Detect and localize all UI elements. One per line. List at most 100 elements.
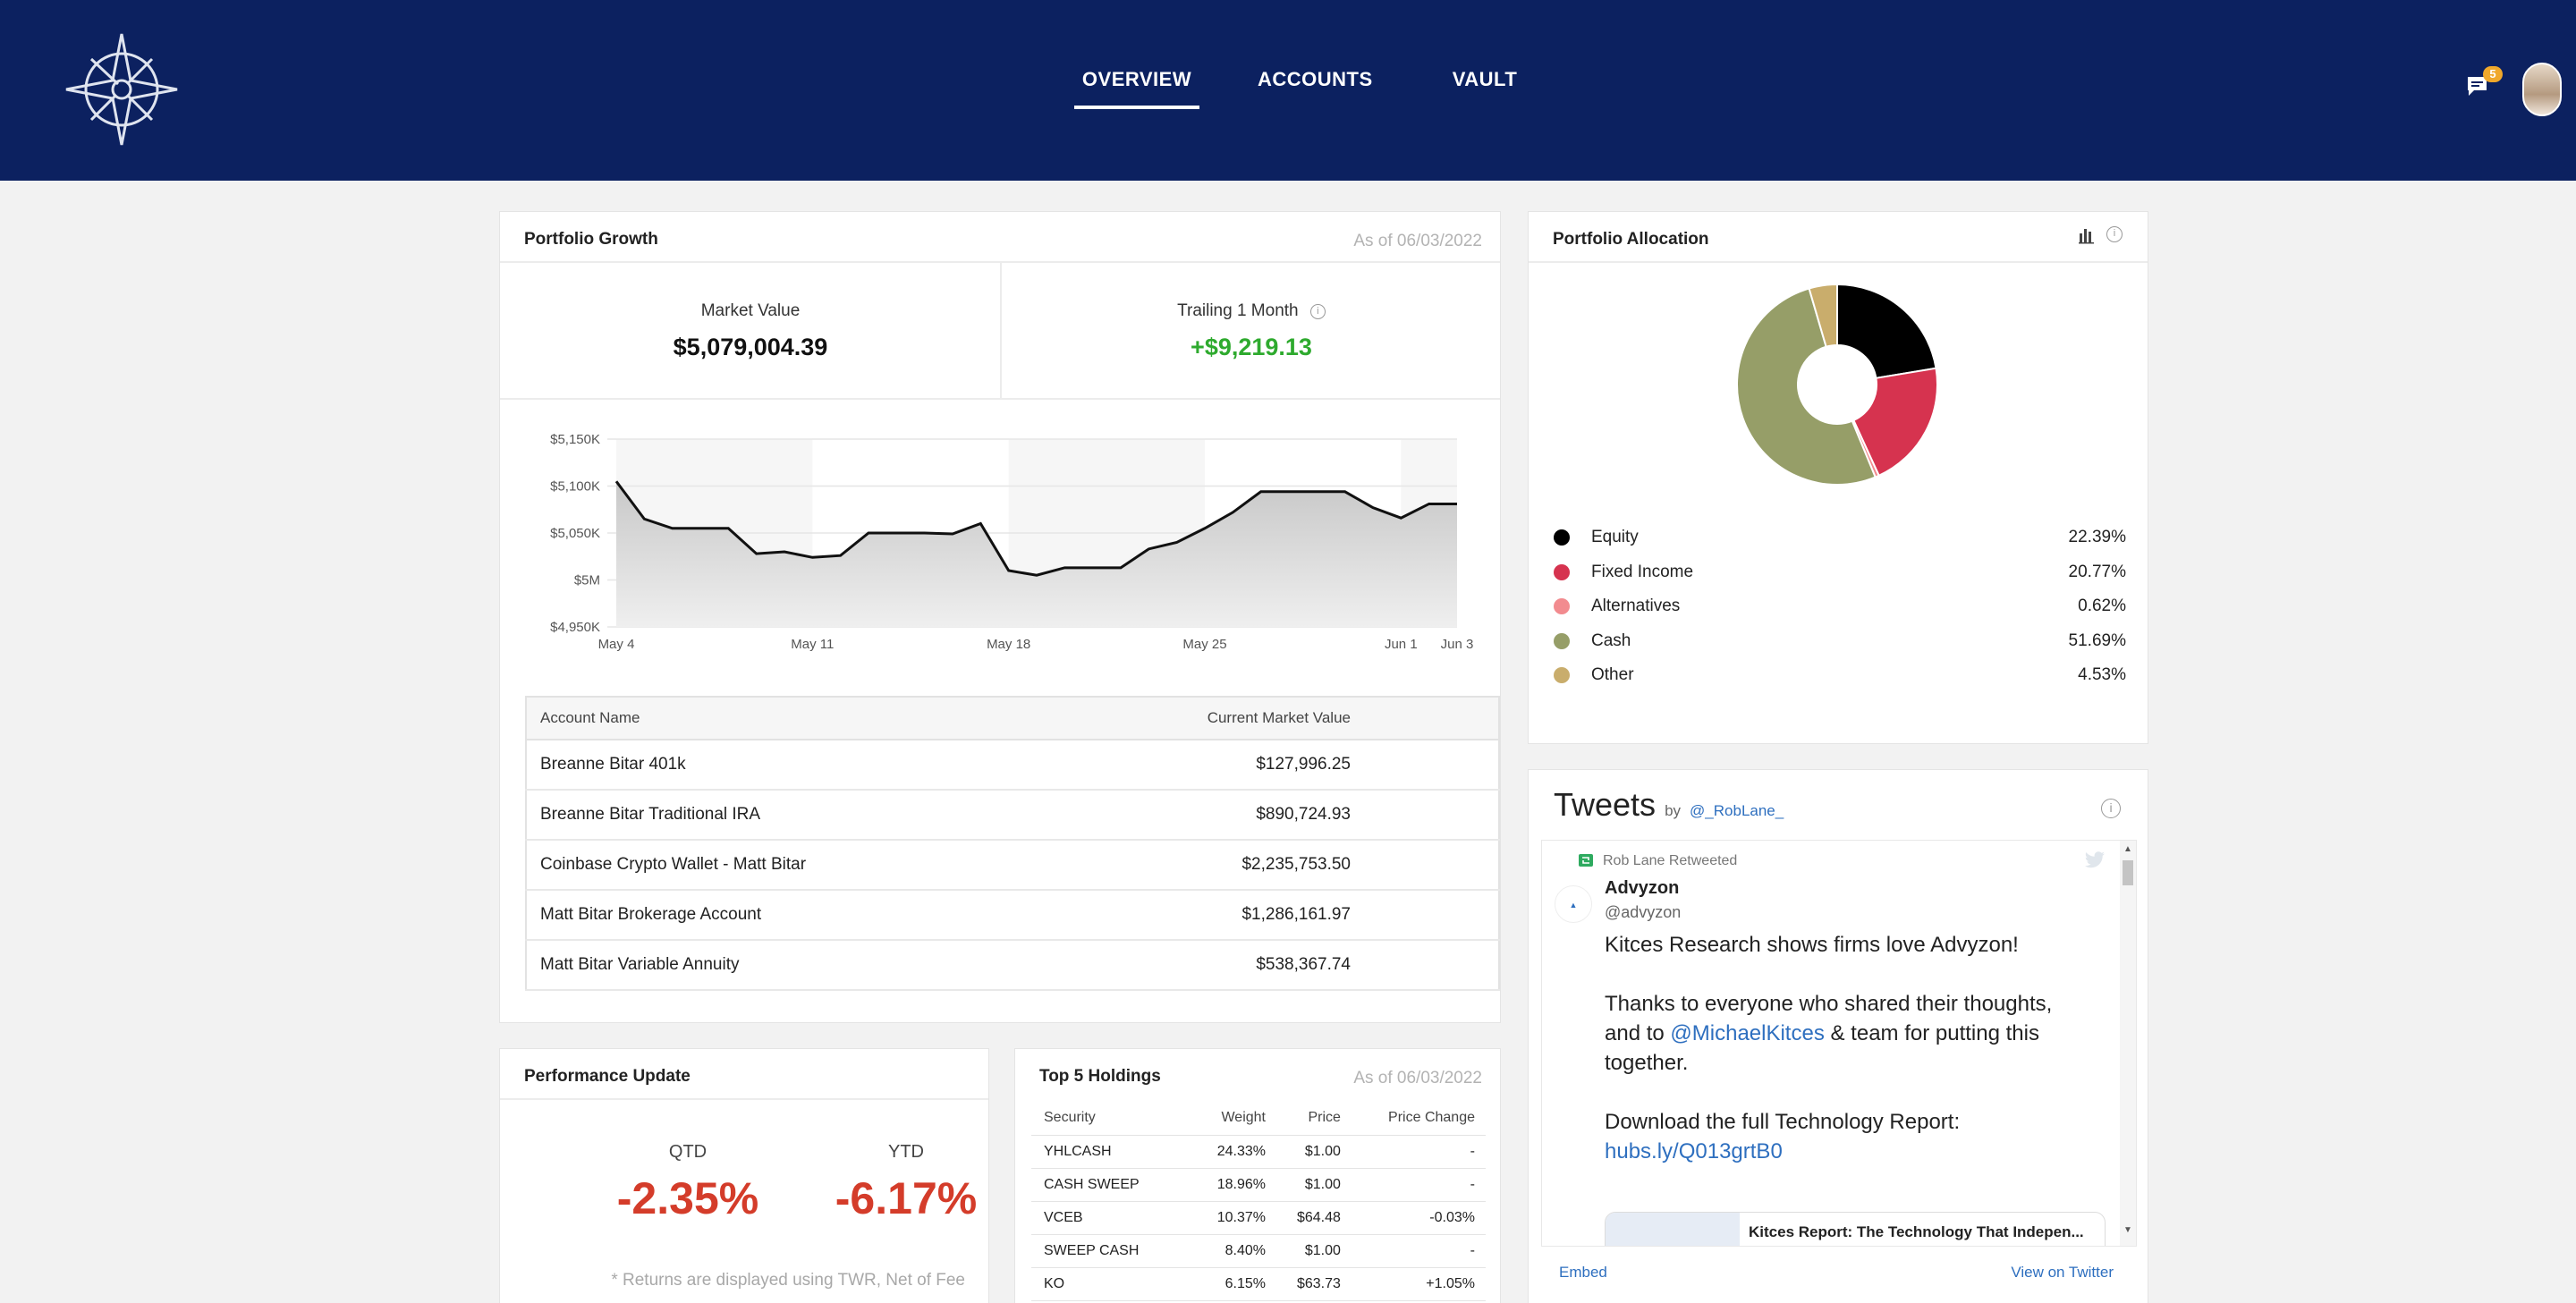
info-icon[interactable]: i [2101,799,2121,818]
donut-slice-equity[interactable] [1836,283,1937,379]
donut-slice-fixed-income[interactable] [1852,367,1938,478]
qtd-value: -2.35% [616,1173,759,1223]
y-tick-label: $5,050K [550,526,600,541]
legend-percent: 4.53% [2078,665,2126,684]
legend-percent: 22.39% [2068,528,2126,546]
donut-slice-cash[interactable] [1736,287,1877,486]
tweets-title-text: Tweets [1554,786,1657,823]
twitter-bird-icon[interactable] [2084,851,2106,869]
account-name[interactable]: Matt Bitar Brokerage Account [526,890,1003,941]
holding-price: $1.00 [1276,1168,1352,1202]
x-tick-label: May 11 [791,637,834,652]
nav-tab-vault[interactable]: VAULT [1452,68,1518,90]
x-tick-label: May 25 [1182,637,1226,652]
info-icon[interactable]: i [1309,304,1326,319]
col-account-name[interactable]: Account Name [526,697,1003,740]
as-of-date: As of 06/03/2022 [1353,232,1482,250]
mention-link[interactable]: @MichaelKitces [1670,1021,1825,1045]
tweet-url-link[interactable]: hubs.ly/Q013grtB0 [1605,1139,1783,1163]
returns-footnote: * Returns are displayed using TWR, Net o… [611,1271,965,1290]
table-row[interactable]: CASH SWEEP 18.96% $1.00- [1031,1168,1486,1202]
market-value-label: Market Value [700,301,801,320]
chat-icon[interactable] [2465,73,2492,100]
table-row[interactable]: Matt Bitar Variable Annuity $538,367.74 [526,940,1499,991]
bar-chart-icon[interactable] [2078,226,2096,244]
col-security[interactable]: Security [1031,1101,1195,1136]
tweet-feed[interactable]: Rob Lane Retweeted ▲ Advyzon @advyzon Ki… [1541,840,2137,1247]
info-icon[interactable]: i [2106,226,2123,242]
trailing-value: +$9,219.13 [1191,334,1312,360]
growth-area [616,481,1457,627]
x-tick-label: May 18 [987,637,1030,652]
legend-item-cash[interactable]: Cash 51.69% [1554,630,2126,652]
account-name[interactable]: Breanne Bitar Traditional IRA [526,790,1003,841]
legend-dot [1554,563,1570,580]
table-row[interactable]: Breanne Bitar 401k $127,996.25 [526,740,1499,791]
legend-label: Equity [1591,528,1639,546]
col-price[interactable]: Price [1276,1101,1352,1136]
legend-item-equity[interactable]: Equity 22.39% [1554,527,2126,548]
tweet-text: & team for putting this [1824,1021,2039,1045]
account-name[interactable]: Breanne Bitar 401k [526,740,1003,791]
holding-price: $1.00 [1276,1135,1352,1169]
holding-security: YHLCASH [1031,1135,1195,1169]
table-row[interactable]: YHLCASH 24.33% $1.00- [1031,1135,1486,1169]
table-row[interactable]: KO 6.15% $63.73 +1.05% [1031,1267,1486,1301]
col-current-market-value[interactable]: Current Market Value [1002,697,1499,740]
portfolio-allocation-card: Portfolio Allocation i Equity 22.39% Fixed… [1528,211,2148,744]
retweet-icon [1579,854,1593,867]
notification-badge[interactable]: 5 [2483,66,2503,82]
table-row[interactable]: Breanne Bitar Traditional IRA $890,724.93 [526,790,1499,841]
holding-price: $1.00 [1276,1234,1352,1268]
legend-item-fixed-income[interactable]: Fixed Income 20.77% [1554,562,2126,583]
holding-security: VCEB [1031,1201,1195,1235]
legend-percent: 20.77% [2068,562,2126,581]
x-tick-label: May 4 [598,637,635,652]
holding-weight: 24.33% [1194,1135,1276,1169]
account-market-value: $127,996.25 [1002,740,1499,791]
user-avatar[interactable] [2522,63,2562,116]
tweet-line: Download the full Technology Report: [1605,1110,1961,1134]
tweets-handle-link[interactable]: @_RobLane_ [1690,802,1784,819]
embed-link[interactable]: Embed [1559,1264,1607,1281]
table-row[interactable]: SWEEP CASH 8.40% $1.00- [1031,1234,1486,1268]
compass-logo-icon[interactable] [64,32,179,147]
legend-dot [1554,598,1570,614]
account-market-value: $1,286,161.97 [1002,890,1499,941]
portfolio-growth-chart: $4,950K $5M $5,050K $5,100K $5,150K May 4 May … [550,434,1474,652]
advyzon-avatar[interactable]: ▲ [1555,885,1592,923]
tweets-card: Tweets by @_RobLane_ i Rob Lane Retweete… [1528,769,2148,1303]
trailing-label: Trailing 1 Month i [1001,301,1502,321]
top-holdings-card: Top 5 Holdings As of 06/03/2022 Security… [1014,1048,1501,1303]
view-on-twitter-link[interactable]: View on Twitter [2011,1264,2114,1281]
col-price-change[interactable]: Price Change [1351,1101,1486,1136]
legend-item-other[interactable]: Other 4.53% [1554,664,2126,686]
legend-item-alternatives[interactable]: Alternatives 0.62% [1554,596,2126,617]
trailing-label-text: Trailing 1 Month [1177,301,1299,320]
tweet-link-card[interactable]: Kitces Report: The Technology That Indep… [1605,1212,2106,1246]
holding-change: - [1351,1168,1486,1202]
nav-tab-overview[interactable]: OVERVIEW [1074,68,1199,113]
tweet-author-name[interactable]: Advyzon [1605,878,1680,898]
table-row[interactable]: Matt Bitar Brokerage Account $1,286,161.9… [526,890,1499,941]
legend-label: Alternatives [1591,597,1681,615]
account-name[interactable]: Matt Bitar Variable Annuity [526,940,1003,991]
top-holdings-title: Top 5 Holdings [1039,1067,1161,1086]
col-weight[interactable]: Weight [1194,1101,1276,1136]
account-name[interactable]: Coinbase Crypto Wallet - Matt Bitar [526,840,1003,891]
nav-tab-accounts[interactable]: ACCOUNTS [1258,68,1373,90]
legend-label: Fixed Income [1591,562,1694,581]
holding-security: CASH SWEEP [1031,1168,1195,1202]
table-row[interactable]: Coinbase Crypto Wallet - Matt Bitar $2,23… [526,840,1499,891]
link-card-thumbnail [1606,1213,1740,1246]
holding-weight: 18.96% [1194,1168,1276,1202]
growth-line[interactable] [614,480,1457,577]
tweet-feed-scrollbar[interactable]: ▲ ▼ [2120,841,2136,1246]
holding-weight: 6.15% [1194,1267,1276,1301]
donut-slice-other[interactable] [1808,283,1838,349]
tweets-by: by [1665,802,1682,819]
tweet-author-handle[interactable]: @advyzon [1605,903,1682,921]
table-row[interactable]: VCEB 10.37% $64.48 -0.03% [1031,1201,1486,1235]
x-tick-label: Jun 3 [1441,637,1474,652]
account-market-value: $2,235,753.50 [1002,840,1499,891]
